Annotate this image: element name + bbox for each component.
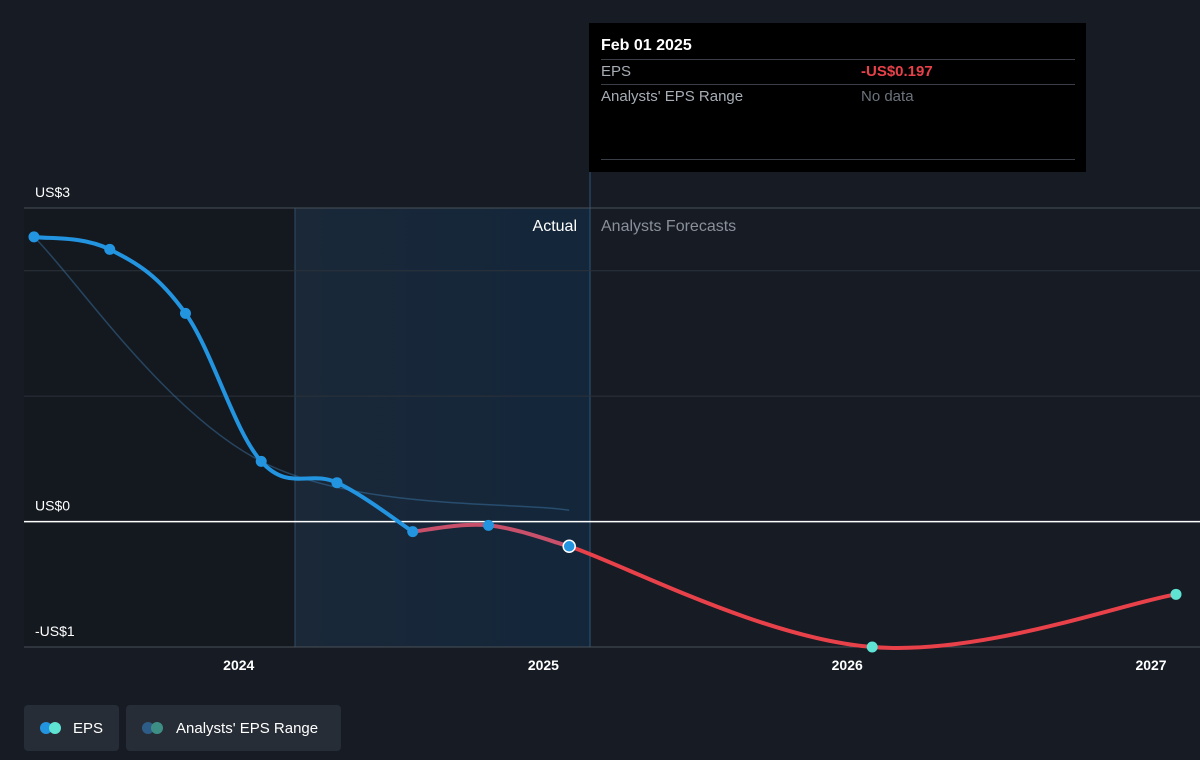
eps-highlight-point	[562, 539, 576, 554]
x-tick-label: 2026	[832, 657, 863, 673]
eps-actual-point	[482, 519, 494, 531]
x-tick-label: 2024	[223, 657, 254, 673]
eps-dot-forecast	[49, 722, 61, 734]
x-tick-label: 2025	[528, 657, 559, 673]
y-tick-label: US$0	[35, 498, 70, 514]
eps-chart: US$3 US$0 -US$1 2024 2025 2026 2027 Actual An…	[24, 172, 1200, 673]
tooltip: Feb 01 2025 EPS -US$0.197 Analysts' EPS …	[589, 23, 1086, 172]
eps-actual-point	[255, 455, 267, 467]
x-tick-label: 2027	[1135, 657, 1166, 673]
tooltip-eps-value: -US$0.197	[861, 63, 933, 80]
eps-legend-icon	[40, 722, 63, 734]
eps-forecast-point	[866, 641, 878, 653]
past-region	[295, 208, 590, 647]
actual-label: Actual	[533, 218, 577, 235]
x-axis-labels: 2024 2025 2026 2027	[223, 657, 1167, 673]
series-layer	[28, 231, 1182, 653]
eps-actual-point	[28, 231, 40, 243]
eps-forecast-line	[567, 544, 1178, 650]
y-tick-label: US$3	[35, 184, 70, 200]
legend-range-label: Analysts' EPS Range	[176, 719, 319, 737]
tooltip-range-label: Analysts' EPS Range	[601, 88, 744, 105]
range-dot-forecast	[151, 722, 163, 734]
range-legend-icon	[142, 722, 166, 734]
legend-range-button[interactable]: Analysts' EPS Range	[126, 705, 341, 751]
pre-past-region	[24, 208, 295, 647]
tooltip-eps-row: EPS -US$0.197	[601, 60, 1075, 85]
eps-actual-point	[331, 477, 343, 489]
legend-eps-label: EPS	[72, 719, 103, 737]
eps-actual-point	[407, 526, 419, 538]
eps-actual-point	[104, 243, 116, 255]
tooltip-divider	[601, 159, 1075, 160]
tooltip-eps-label: EPS	[601, 63, 632, 80]
y-axis-labels: US$3 US$0 -US$1	[35, 184, 75, 639]
eps-actual-point	[179, 307, 191, 319]
tooltip-range-row: Analysts' EPS Range No data	[601, 85, 1075, 109]
y-tick-label: -US$1	[35, 623, 75, 639]
tooltip-range-value: No data	[861, 88, 914, 105]
gridlines	[24, 207, 1200, 648]
tooltip-date: Feb 01 2025	[601, 35, 1075, 60]
eps-forecast-point	[1170, 588, 1182, 600]
forecast-label: Analysts Forecasts	[601, 218, 736, 235]
legend-eps-button[interactable]: EPS	[24, 705, 119, 751]
